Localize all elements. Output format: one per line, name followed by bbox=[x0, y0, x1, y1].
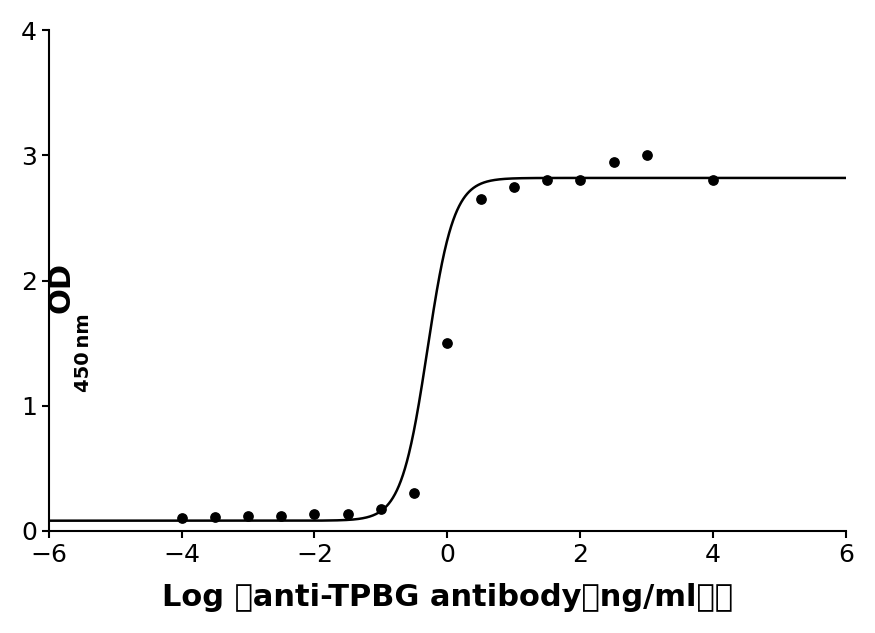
Point bbox=[573, 175, 587, 185]
Point bbox=[274, 511, 288, 521]
Point bbox=[374, 505, 388, 515]
Point bbox=[606, 156, 620, 166]
Point bbox=[174, 513, 188, 523]
Point bbox=[507, 182, 521, 192]
Point bbox=[307, 510, 321, 520]
Point bbox=[407, 488, 421, 498]
Point bbox=[241, 511, 255, 521]
Text: 450 nm: 450 nm bbox=[74, 313, 93, 392]
X-axis label: Log （anti-TPBG antibody（ng/ml））: Log （anti-TPBG antibody（ng/ml）） bbox=[162, 583, 733, 612]
Point bbox=[440, 338, 454, 348]
Point bbox=[640, 151, 654, 161]
Point bbox=[207, 512, 221, 522]
Point bbox=[340, 510, 354, 520]
Text: OD: OD bbox=[46, 262, 76, 313]
Point bbox=[473, 194, 487, 204]
Point bbox=[706, 175, 720, 185]
Point bbox=[540, 175, 554, 185]
